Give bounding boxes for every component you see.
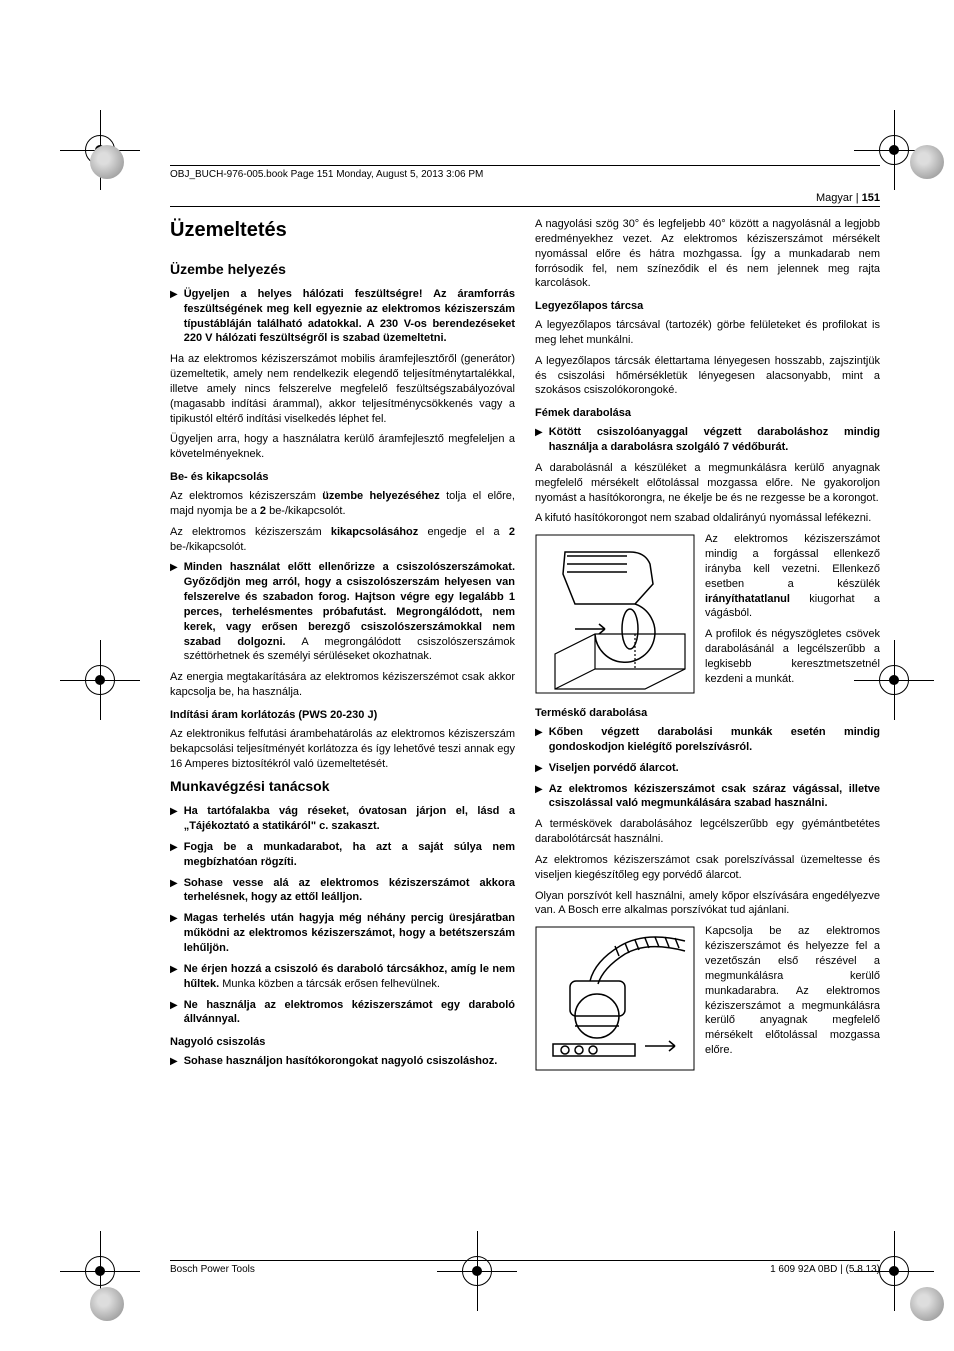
bullet-marker-icon: ▶ xyxy=(170,998,178,1028)
figure-with-text: Az elektromos kéziszerszámot mindig a fo… xyxy=(535,532,880,698)
paragraph: Az elektromos kéziszerszámot csak porels… xyxy=(535,853,880,883)
left-column: Üzemeltetés Üzembe helyezés ▶ Ügyeljen a… xyxy=(170,217,515,1081)
figure-with-text: Kapcsolja be az elektromos kéziszerszámo… xyxy=(535,924,880,1075)
bullet-item: ▶ Kötött csiszolóanyaggal végzett darabo… xyxy=(535,425,880,455)
bullet-text: Kötött csiszolóanyaggal végzett darabolá… xyxy=(549,426,880,453)
bullet-item: ▶ Kőben végzett darabolási munkák esetén… xyxy=(535,725,880,755)
bullet-text: Magas terhelés után hagyja még néhány pe… xyxy=(184,912,515,954)
bullet-item: ▶ Minden használat előtt ellenőrizze a c… xyxy=(170,560,515,664)
footer-left: Bosch Power Tools xyxy=(170,1264,255,1275)
footer-right: 1 609 92A 0BD | (5.8.13) xyxy=(770,1264,880,1275)
paragraph: A darabolásnál a készüléket a megmunkálá… xyxy=(535,461,880,506)
paragraph: Az elektronikus felfutási árambehatárolá… xyxy=(170,727,515,772)
bullet-item: ▶ Viseljen porvédő álarcot. xyxy=(535,761,880,776)
bullet-text: Sohase használjon hasítókorongokat nagyo… xyxy=(184,1055,498,1067)
page-body: OBJ_BUCH-976-005.book Page 151 Monday, A… xyxy=(170,165,880,1275)
h2-commissioning: Üzembe helyezés xyxy=(170,260,515,279)
h3-on-off: Be- és kikapcsolás xyxy=(170,470,515,485)
bullet-marker-icon: ▶ xyxy=(535,782,543,812)
bullet-marker-icon: ▶ xyxy=(535,761,543,776)
crop-mark xyxy=(60,640,140,720)
bullet-marker-icon: ▶ xyxy=(170,1054,178,1069)
bullet-marker-icon: ▶ xyxy=(170,560,178,664)
paragraph: Olyan porszívót kell használni, amely kő… xyxy=(535,889,880,919)
page-number: 151 xyxy=(862,192,880,204)
page-header: Magyar | 151 xyxy=(170,192,880,207)
paragraph: A legyezőlapos tárcsák élettartama lénye… xyxy=(535,354,880,399)
bullet-text: Sohase vesse alá az elektromos kéziszers… xyxy=(184,877,515,904)
h1-operation: Üzemeltetés xyxy=(170,217,515,244)
bullet-item: ▶ Sohase használjon hasítókorongokat nag… xyxy=(170,1054,515,1069)
paragraph: A terméskövek darabolásához legcélszerűb… xyxy=(535,817,880,847)
bullet-marker-icon: ▶ xyxy=(170,876,178,906)
registration-sphere xyxy=(90,1287,124,1321)
bullet-item: ▶ Sohase vesse alá az elektromos kézisze… xyxy=(170,876,515,906)
registration-sphere xyxy=(910,145,944,179)
bullet-item: ▶ Ha tartófalakba vág réseket, óvatosan … xyxy=(170,804,515,834)
paragraph: Az elektromos kéziszerszám üzembe helyez… xyxy=(170,489,515,519)
paragraph: A kifutó hasítókorongot nem szabad oldal… xyxy=(535,511,880,526)
registration-sphere xyxy=(910,1287,944,1321)
bullet-text: Ha tartófalakba vág réseket, óvatosan já… xyxy=(184,805,515,832)
paragraph: A legyezőlapos tárcsával (tartozék) görb… xyxy=(535,318,880,348)
bullet-item: ▶ Ne használja az elektromos kéziszerszá… xyxy=(170,998,515,1028)
paragraph: Ha az elektromos kéziszerszámot mobilis … xyxy=(170,352,515,426)
bullet-item: ▶ Ne érjen hozzá a csiszoló és daraboló … xyxy=(170,962,515,992)
bullet-marker-icon: ▶ xyxy=(170,804,178,834)
h3-metal-cutting: Fémek darabolása xyxy=(535,406,880,421)
paragraph: A nagyolási szög 30° és legfeljebb 40° k… xyxy=(535,217,880,291)
bullet-marker-icon: ▶ xyxy=(535,725,543,755)
bullet-marker-icon: ▶ xyxy=(535,425,543,455)
paragraph: Ügyeljen arra, hogy a használatra kerülő… xyxy=(170,432,515,462)
h2-working-tips: Munkavégzési tanácsok xyxy=(170,777,515,796)
registration-sphere xyxy=(90,145,124,179)
bullet-item: ▶ Magas terhelés után hagyja még néhány … xyxy=(170,911,515,956)
paragraph: Az elektromos kéziszerszám kikapcsolásáh… xyxy=(170,525,515,555)
right-column: A nagyolási szög 30° és legfeljebb 40° k… xyxy=(535,217,880,1081)
bullet-text: Fogja be a munkadarabot, ha azt a saját … xyxy=(184,841,515,868)
bullet-text: Ügyeljen a helyes hálózati feszültségre!… xyxy=(184,288,515,345)
bullet-marker-icon: ▶ xyxy=(170,840,178,870)
bullet-marker-icon: ▶ xyxy=(170,962,178,992)
grinder-with-vacuum-figure xyxy=(535,926,695,1071)
bullet-marker-icon: ▶ xyxy=(170,287,178,346)
bullet-text: Viseljen porvédő álarcot. xyxy=(549,762,679,774)
bullet-text: Az elektromos kéziszerszámot csak száraz… xyxy=(549,783,880,810)
h3-stone-cutting: Terméskő darabolása xyxy=(535,706,880,721)
bullet-text: Kőben végzett darabolási munkák esetén m… xyxy=(549,726,880,753)
page-footer: Bosch Power Tools 1 609 92A 0BD | (5.8.1… xyxy=(170,1260,880,1275)
book-header-line: OBJ_BUCH-976-005.book Page 151 Monday, A… xyxy=(170,165,880,192)
h3-flap-disc: Legyezőlapos tárcsa xyxy=(535,299,880,314)
h3-rough-grinding: Nagyoló csiszolás xyxy=(170,1035,515,1050)
bullet-marker-icon: ▶ xyxy=(170,911,178,956)
bullet-text: Ne használja az elektromos kéziszerszámo… xyxy=(184,999,515,1026)
bullet-item: ▶ Az elektromos kéziszerszámot csak szár… xyxy=(535,782,880,812)
bullet-item: ▶ Fogja be a munkadarabot, ha azt a sajá… xyxy=(170,840,515,870)
paragraph: Az energia megtakarítására az elektromos… xyxy=(170,670,515,700)
bullet-item: ▶ Ügyeljen a helyes hálózati feszültségr… xyxy=(170,287,515,346)
grinder-cutting-block-figure xyxy=(535,534,695,694)
h3-inrush-limit: Indítási áram korlátozás (PWS 20-230 J) xyxy=(170,708,515,723)
language-label: Magyar | xyxy=(816,192,862,204)
